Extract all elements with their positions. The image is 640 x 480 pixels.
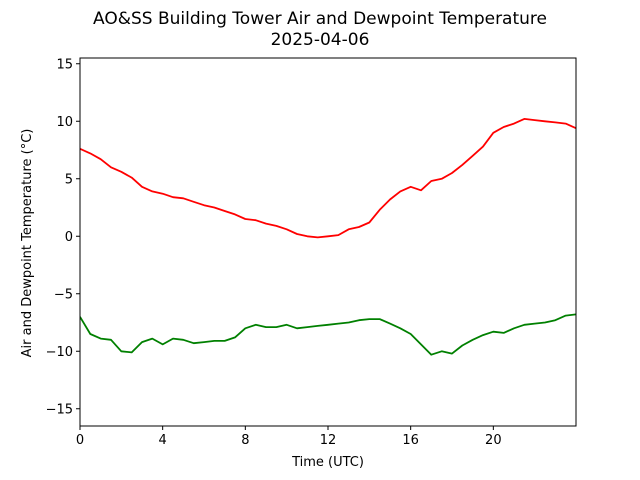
y-tick-label: −15 — [46, 402, 73, 417]
y-tick-label: 5 — [65, 172, 73, 187]
plot-area: 0 4 8 12 16 20 −15 −10 −5 0 5 10 15 — [46, 57, 577, 448]
x-tick-label: 8 — [241, 433, 249, 448]
y-tick-label: 10 — [56, 115, 73, 130]
y-tick-label: −5 — [54, 287, 73, 302]
x-tick-label: 16 — [402, 433, 419, 448]
x-axis-label: Time (UTC) — [291, 455, 364, 470]
x-tick-label: 20 — [485, 433, 502, 448]
y-tick-label: −10 — [46, 345, 73, 360]
series-line-1 — [80, 313, 576, 356]
y-axis-label: Air and Dewpoint Temperature (°C) — [20, 129, 35, 358]
chart-subtitle: 2025-04-06 — [271, 30, 370, 50]
x-tick-label: 12 — [320, 433, 337, 448]
series-line-0 — [80, 118, 576, 239]
plot-frame — [79, 57, 577, 427]
x-tick-label: 0 — [76, 433, 84, 448]
y-tick-label: 0 — [65, 230, 73, 245]
y-tick-label: 15 — [56, 57, 73, 72]
x-tick-label: 4 — [159, 433, 167, 448]
chart-title: AO&SS Building Tower Air and Dewpoint Te… — [93, 9, 547, 29]
